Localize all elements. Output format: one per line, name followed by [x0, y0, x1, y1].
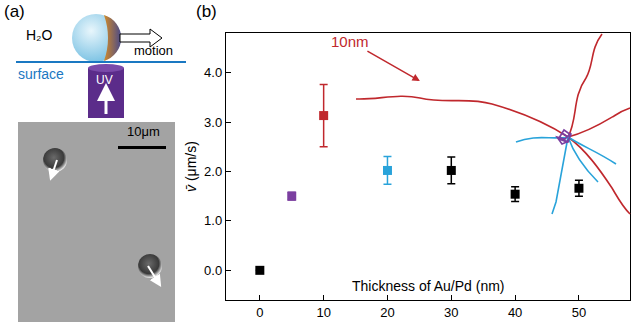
svg-text:10μm: 10μm [127, 124, 160, 139]
svg-text:40: 40 [508, 305, 522, 320]
svg-text:2.0: 2.0 [204, 164, 222, 179]
svg-text:4.0: 4.0 [204, 65, 222, 80]
svg-text:30: 30 [444, 305, 458, 320]
svg-text:1.0: 1.0 [204, 213, 222, 228]
svg-text:0: 0 [256, 305, 263, 320]
svg-text:20: 20 [380, 305, 394, 320]
svg-text:UV: UV [96, 73, 113, 87]
svg-text:(a): (a) [4, 2, 25, 21]
svg-text:0.0: 0.0 [204, 263, 222, 278]
svg-text:surface: surface [18, 66, 64, 82]
svg-text:motion: motion [134, 43, 173, 58]
svg-text:H₂O: H₂O [26, 27, 53, 43]
svg-text:10: 10 [316, 305, 330, 320]
svg-text:50: 50 [572, 305, 586, 320]
svg-text:3.0: 3.0 [204, 115, 222, 130]
svg-text:10nm: 10nm [331, 33, 369, 50]
svg-text:v̄ (μm/s): v̄ (μm/s) [183, 141, 199, 192]
html-text:(b): (b) [196, 2, 217, 21]
svg-text:Thickness of Au/Pd (nm): Thickness of Au/Pd (nm) [352, 278, 505, 294]
